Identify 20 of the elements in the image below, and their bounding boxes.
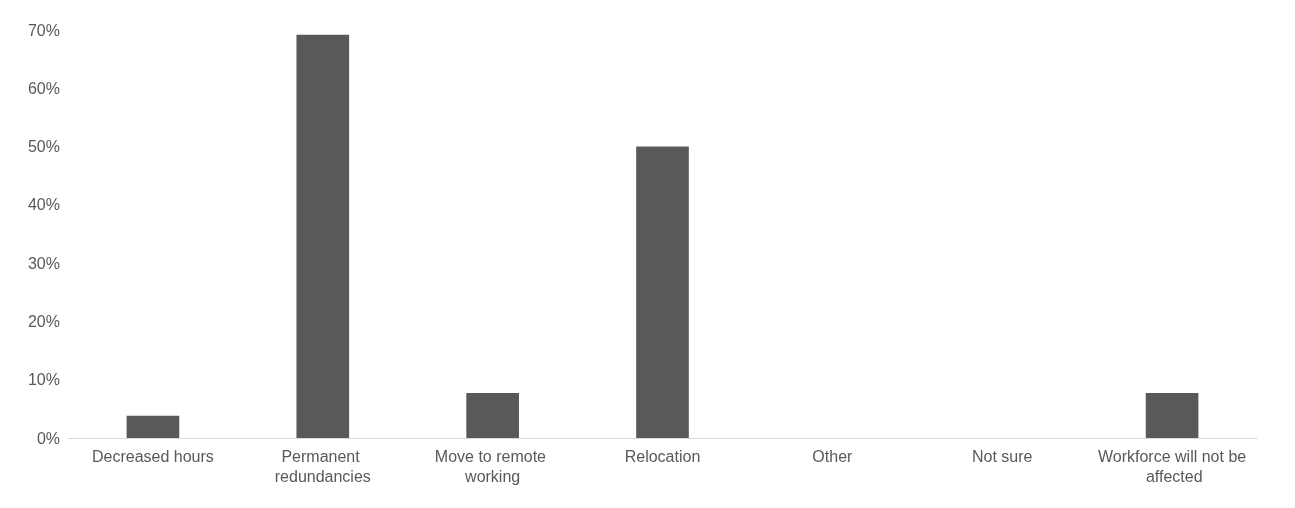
bar bbox=[296, 34, 350, 438]
y-tick-label: 0% bbox=[36, 429, 60, 447]
x-tick-label: Relocation bbox=[624, 447, 701, 465]
x-tick-label: Decreased hours bbox=[92, 447, 214, 465]
y-tick-label: 30% bbox=[27, 254, 60, 272]
bar bbox=[1145, 393, 1199, 438]
bar bbox=[636, 146, 689, 438]
y-tick-label: 70% bbox=[27, 21, 60, 39]
bar bbox=[466, 393, 519, 438]
x-tick-label: Not sure bbox=[971, 447, 1033, 465]
y-tick-label: 60% bbox=[27, 79, 60, 97]
x-tick-label: Move to remote working bbox=[434, 447, 551, 485]
y-tick-label: 40% bbox=[27, 196, 60, 214]
x-tick-label: Workforce will not be affected bbox=[1097, 447, 1247, 485]
x-tick-label: Other bbox=[812, 447, 854, 465]
x-tick-label: Permanent redundancies bbox=[274, 447, 371, 485]
bar bbox=[126, 415, 180, 438]
y-tick-label: 10% bbox=[27, 371, 60, 389]
y-tick-label: 20% bbox=[27, 312, 60, 330]
y-tick-label: 50% bbox=[27, 138, 60, 156]
